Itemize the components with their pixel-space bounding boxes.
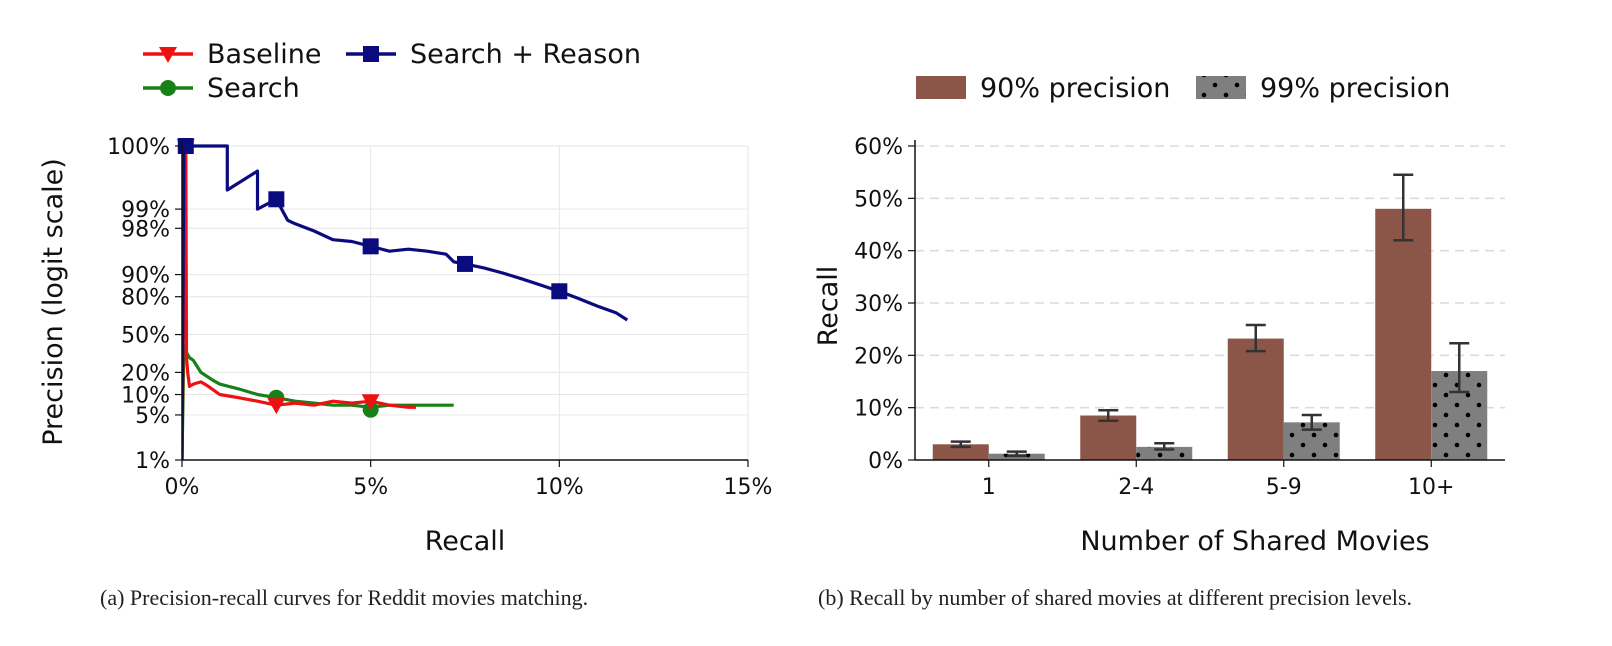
chart-a-markers-layer (176, 138, 568, 418)
error-bar (1098, 409, 1119, 422)
y-tick-label: 80% (121, 286, 170, 311)
bar-90-precision-2-4 (1080, 415, 1137, 460)
error-bar (1154, 442, 1175, 451)
chart-b-bars-layer (932, 208, 1488, 460)
chart-b: 0% 10% 20% 30% 40% 50% 60% 1 2-4 5-9 10+ Number of… (813, 73, 1505, 557)
y-tick-label: 98% (121, 217, 170, 242)
error-bar (1449, 342, 1470, 394)
legend-label-99: 99% precision (1260, 73, 1450, 104)
chart-a-axes (181, 140, 748, 461)
error-bar (950, 440, 971, 449)
marker-search-reason (551, 283, 568, 300)
x-tick-label: 1 (982, 475, 996, 500)
y-tick-label: 5% (135, 404, 170, 429)
x-tick-label: 15% (724, 475, 773, 500)
y-tick-label: 1% (135, 449, 170, 474)
caption-a: (a) Precision-recall curves for Reddit m… (100, 585, 589, 610)
legend-marker-search (160, 80, 176, 96)
error-bar (1006, 450, 1027, 458)
x-tick-label: 5% (353, 475, 388, 500)
legend-swatch-99 (1196, 76, 1246, 99)
legend-marker-baseline (159, 47, 177, 63)
x-tick-label: 0% (165, 475, 200, 500)
series-line-search-reason (182, 144, 629, 461)
bar-99-precision-2-4 (1136, 446, 1193, 460)
marker-baseline (267, 398, 286, 415)
bar-90-precision-10+ (1375, 208, 1432, 460)
chart-a-xlabel: Recall (425, 526, 506, 557)
x-tick-label: 10% (535, 475, 584, 500)
y-tick-label: 30% (854, 292, 903, 317)
chart-a-ticks: 0% 5% 10% 15%1%5%10%20%50%80%90%98%99%100% (107, 135, 772, 500)
y-tick-label: 20% (121, 361, 170, 386)
y-tick-label: 20% (854, 344, 903, 369)
y-tick-label: 50% (121, 324, 170, 349)
chart-a-ylabel: Precision (logit scale) (38, 158, 69, 446)
bar-90-precision-5-9 (1227, 338, 1284, 460)
series-line-baseline (182, 144, 416, 461)
caption-b: (b) Recall by number of shared movies at… (818, 585, 1413, 610)
x-tick-label: 10+ (1408, 475, 1454, 500)
legend-label-90: 90% precision (980, 73, 1170, 104)
error-bar (1393, 173, 1414, 242)
chart-a-grid (182, 145, 749, 460)
y-tick-label: 60% (854, 135, 903, 160)
chart-a-series-layer (182, 144, 629, 461)
x-tick-label: 5-9 (1266, 475, 1302, 500)
marker-baseline (361, 394, 380, 411)
y-tick-label: 10% (854, 397, 903, 422)
chart-b-ticks: 0% 10% 20% 30% 40% 50% 60% 1 2-4 5-9 10+ (854, 135, 1454, 500)
legend-label-search: Search (207, 73, 300, 104)
chart-b-axes (914, 140, 1505, 461)
y-tick-label: 50% (854, 187, 903, 212)
error-bar (1245, 323, 1266, 353)
chart-b-xlabel: Number of Shared Movies (1080, 526, 1429, 557)
bar-90-precision-1 (932, 444, 989, 460)
y-tick-label: 40% (854, 240, 903, 265)
y-tick-label: 10% (121, 384, 170, 409)
marker-search-reason (268, 191, 285, 208)
marker-search-reason (457, 255, 473, 272)
chart-b-grid (915, 145, 1505, 409)
y-tick-label: 100% (107, 135, 170, 160)
legend-label-search-reason: Search + Reason (410, 39, 641, 70)
y-tick-label: 99% (121, 198, 170, 223)
x-tick-label: 2-4 (1118, 475, 1154, 500)
legend-label-baseline: Baseline (207, 39, 321, 70)
chart-a: 0% 5% 10% 15%1%5%10%20%50%80%90%98%99%100% … (38, 39, 772, 557)
legend-marker-search-reason (363, 46, 379, 62)
chart-b-legend: 90% precision 99% precision (916, 73, 1450, 104)
y-tick-label: 0% (868, 449, 903, 474)
legend-swatch-90 (916, 76, 966, 99)
chart-b-ylabel: Recall (813, 266, 844, 347)
chart-a-legend: Baseline Search + Reason Search (143, 39, 641, 104)
marker-search-reason (362, 238, 379, 255)
y-tick-label: 90% (121, 264, 170, 289)
error-bar (1301, 413, 1322, 431)
chart-b-error-bars (950, 173, 1470, 458)
